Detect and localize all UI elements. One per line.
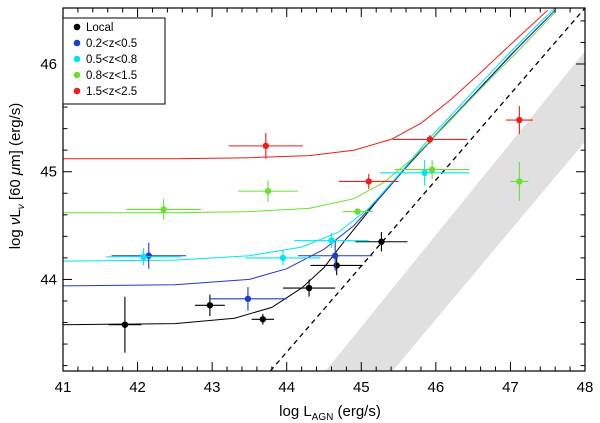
data-point [379, 159, 470, 186]
point-marker [264, 187, 272, 195]
data-point [510, 162, 529, 201]
data-point [126, 198, 201, 221]
point-marker [140, 253, 147, 261]
point-marker [160, 206, 167, 213]
data-point [282, 279, 336, 297]
data-point [209, 286, 287, 311]
point-marker [305, 284, 313, 292]
x-tick-label: 42 [129, 379, 146, 396]
point-marker [354, 208, 361, 215]
x-tick-label: 45 [353, 379, 370, 396]
data-point [355, 232, 408, 252]
data-point [111, 242, 187, 269]
legend-marker [73, 71, 81, 79]
point-marker [206, 302, 214, 309]
x-tick-label: 44 [278, 379, 295, 396]
legend-box [62, 17, 166, 105]
legend-label: 0.8<z<1.5 [86, 70, 137, 82]
point-marker [365, 178, 372, 185]
legend-marker [73, 55, 81, 63]
dashed-line [269, 8, 585, 371]
data-point [342, 208, 373, 215]
one-to-one-line [269, 8, 585, 371]
legend-marker [73, 23, 81, 31]
legend: Local 0.2<z<0.5 0.5<z<0.8 0.8<z<1.5 1.5<z<2.… [62, 17, 166, 105]
x-tick-label: 41 [55, 379, 72, 396]
shaded-region [325, 51, 585, 371]
x-tick-label: 48 [577, 379, 594, 396]
y-tick-label: 45 [40, 164, 57, 181]
legend-label: Local [86, 22, 114, 34]
data-point [106, 248, 181, 266]
legend-label: 1.5<z<2.5 [86, 86, 137, 98]
point-marker [331, 252, 339, 259]
point-marker [328, 237, 335, 244]
data-point [338, 173, 399, 189]
point-marker [244, 295, 252, 303]
point-marker [378, 238, 385, 245]
y-tick-labels: 44 45 46 [40, 56, 57, 288]
data-point [505, 106, 533, 135]
point-marker [516, 116, 523, 124]
point-marker [333, 262, 340, 269]
shaded-band [325, 51, 585, 371]
data-point [108, 296, 142, 353]
legend-marker [73, 39, 81, 47]
y-tick-label: 46 [40, 56, 57, 73]
data-point [194, 294, 225, 317]
point-marker [121, 321, 129, 328]
x-tick-label: 43 [204, 379, 221, 396]
point-marker [262, 142, 270, 150]
point-marker [259, 316, 267, 323]
x-tick-labels: 41 42 43 44 45 46 47 48 [55, 379, 594, 396]
axis-ticks [62, 8, 585, 371]
x-axis-label: log LAGN (erg/s) [279, 403, 381, 423]
plot-frame [62, 7, 586, 372]
data-point [251, 313, 275, 325]
y-axis-label: log νLν [60 μm] (erg/s) [7, 103, 27, 250]
data-point [228, 132, 304, 159]
point-marker [421, 169, 428, 177]
data-point [238, 180, 298, 202]
model-curve-2 [63, 8, 556, 262]
data-point [394, 159, 470, 180]
point-marker [516, 178, 523, 185]
legend-marker [73, 87, 81, 95]
point-marker [428, 166, 436, 173]
data-points [106, 106, 533, 353]
point-marker [279, 254, 287, 262]
data-point [294, 233, 369, 249]
legend-label: 0.5<z<0.8 [86, 54, 137, 66]
point-marker [426, 136, 434, 143]
model-curves [63, 8, 556, 326]
x-tick-label: 47 [502, 379, 519, 396]
model-curve-1 [63, 9, 556, 287]
legend-label: 0.2<z<0.5 [86, 38, 137, 50]
data-point [245, 250, 321, 266]
model-curve-3 [63, 11, 556, 214]
data-point [392, 135, 468, 144]
data-point [297, 240, 373, 271]
x-tick-label: 46 [428, 379, 445, 396]
model-curve-4 [63, 9, 549, 160]
y-tick-label: 44 [40, 271, 57, 288]
